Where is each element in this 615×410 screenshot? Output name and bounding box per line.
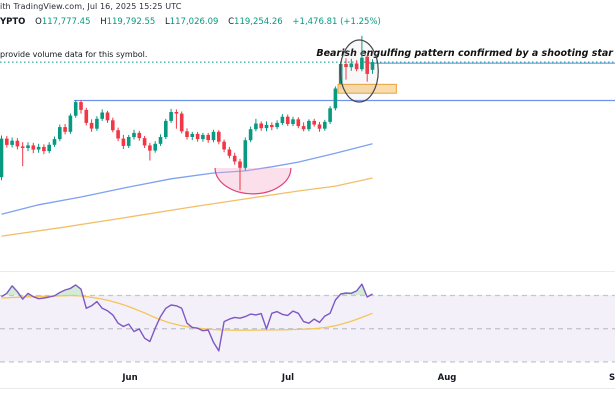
high-readout: H119,792.55 [100, 17, 156, 27]
candle [95, 116, 99, 131]
candle [328, 106, 332, 124]
rsi-overbought-fill [55, 285, 83, 295]
candle [301, 122, 306, 132]
candle [275, 120, 279, 130]
candle [20, 142, 25, 167]
candle [84, 107, 89, 126]
candle [354, 60, 359, 72]
ma-fast-line [1, 143, 373, 215]
candle [26, 142, 30, 152]
rsi-overbought-fill [4, 285, 20, 295]
candle [121, 134, 126, 149]
candle [47, 142, 51, 154]
candle [137, 130, 142, 141]
candle [307, 119, 311, 132]
candle [169, 108, 173, 123]
candle [73, 100, 78, 118]
candle [333, 86, 338, 111]
candle [211, 129, 216, 143]
candle [370, 59, 375, 74]
candle [36, 143, 41, 153]
candle [132, 129, 136, 140]
rsi-ma-line [1, 294, 373, 331]
candle [158, 134, 163, 146]
candle [5, 136, 9, 148]
symbol-fragment: YPTO [0, 17, 26, 27]
open-readout: O117,777.45 [35, 17, 91, 27]
axis-label-jul: Jul [281, 373, 295, 383]
ma-slow-line [1, 177, 373, 237]
candle [349, 58, 354, 71]
candle [195, 131, 200, 142]
rsi-line [1, 283, 373, 352]
candle [58, 124, 62, 142]
candle [190, 131, 195, 141]
candle [259, 121, 263, 131]
candle [79, 100, 83, 114]
candle [280, 114, 285, 125]
candle [10, 137, 14, 148]
candle [89, 119, 94, 132]
candle [142, 136, 147, 148]
candle [42, 144, 46, 155]
rsi-overbought-fill [339, 284, 367, 295]
candle [312, 118, 316, 127]
candle [232, 152, 237, 165]
candle [323, 119, 327, 131]
candle [264, 121, 269, 132]
candle [227, 146, 232, 159]
change-readout: +1,476.81 (+1.25%) [292, 17, 381, 27]
candle [317, 121, 322, 132]
candle [179, 111, 184, 134]
candle [185, 128, 189, 140]
pattern-annotation: Bearish engulfing pattern confirmed by a… [316, 48, 613, 59]
candle [360, 35, 364, 72]
candle [126, 134, 131, 148]
candle [105, 110, 110, 123]
candle [238, 158, 242, 191]
axis-label-jun: Jun [122, 373, 138, 383]
candle [201, 132, 205, 142]
candle [0, 135, 4, 181]
candle [15, 138, 20, 150]
candle [296, 117, 301, 129]
candle [217, 130, 221, 145]
candle [174, 109, 179, 129]
close-readout: C119,254.26 [228, 17, 283, 27]
candle [291, 116, 295, 127]
candle [111, 117, 115, 133]
candle [344, 58, 348, 80]
candle [100, 109, 104, 121]
candle [116, 127, 120, 142]
candle [206, 132, 210, 143]
candle [285, 114, 290, 127]
dip-highlight-arc [214, 168, 292, 195]
symbol-ohlc-row: YPTO O117,777.45 H119,792.55 L117,026.09… [0, 17, 381, 27]
low-readout: L117,026.09 [164, 17, 219, 27]
candle [153, 141, 157, 153]
candle [164, 118, 168, 140]
candle [148, 142, 152, 161]
supply-zone-rect[interactable] [337, 83, 397, 94]
candle [243, 137, 248, 171]
candle [68, 113, 73, 134]
candle [365, 55, 369, 82]
candle [31, 142, 36, 154]
publish-info: ith TradingView.com, Jul 16, 2025 15:25 … [0, 2, 182, 11]
candle [270, 122, 274, 131]
axis-label-aug: Aug [437, 373, 457, 383]
candle [52, 136, 57, 147]
candle [63, 124, 67, 135]
pattern-circle[interactable] [339, 39, 379, 103]
volume-note: provide volume data for this symbol. [0, 50, 148, 59]
candle [254, 118, 258, 132]
axis-label-s: S [608, 373, 615, 383]
candle [222, 139, 226, 153]
candle [248, 126, 253, 143]
